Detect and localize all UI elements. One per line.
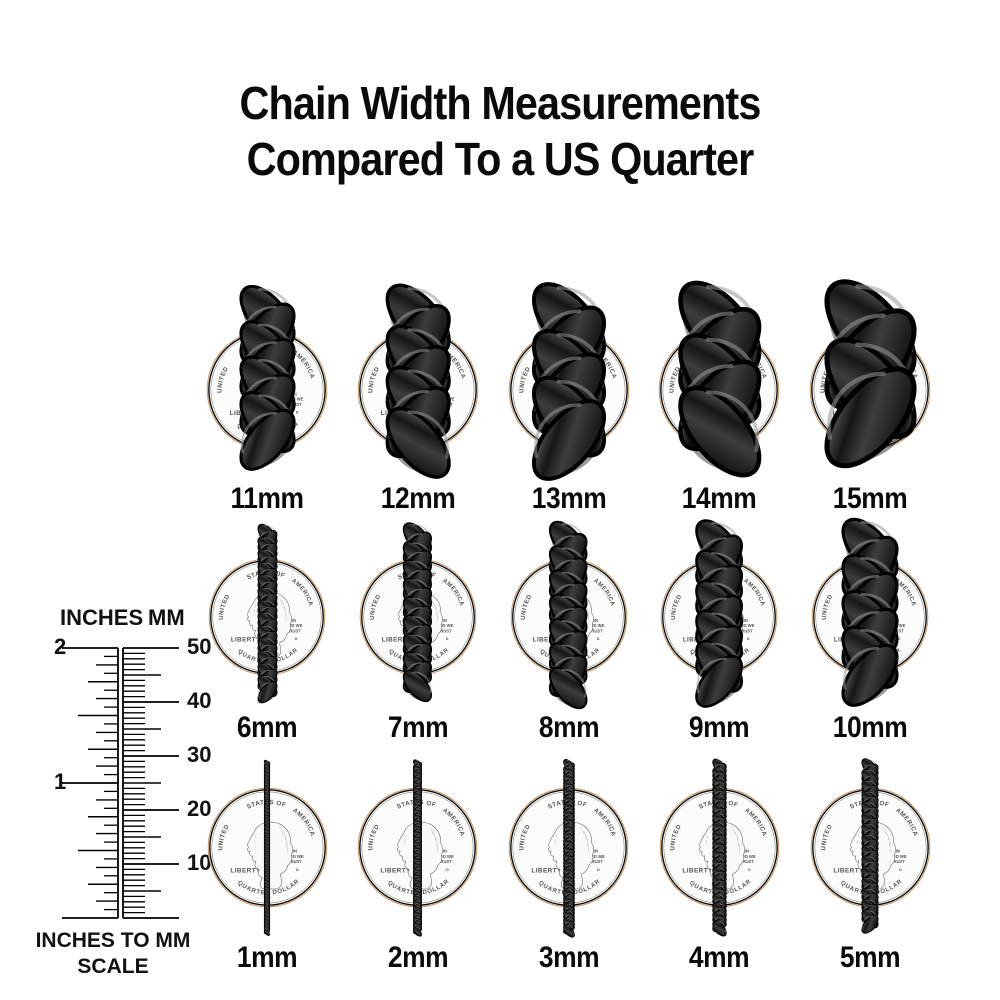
svg-text:2: 2 [54, 634, 66, 659]
svg-text:1: 1 [54, 769, 66, 794]
svg-text:40: 40 [187, 688, 211, 713]
svg-text:30: 30 [187, 742, 211, 767]
